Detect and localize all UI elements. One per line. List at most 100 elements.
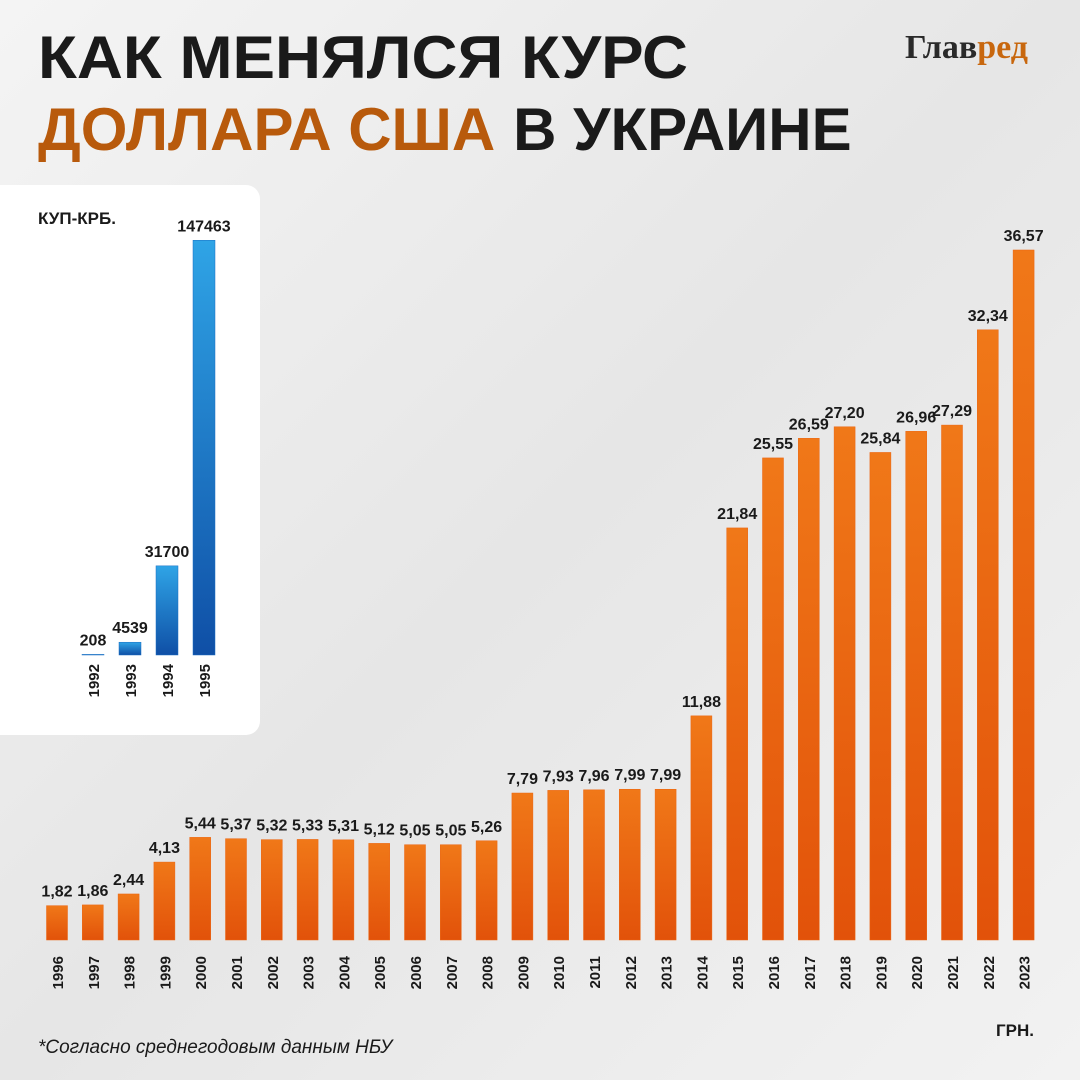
x-tick-label: 1992	[86, 664, 103, 697]
unit-label: КУП-КРБ.	[38, 209, 116, 228]
bar	[1012, 249, 1035, 941]
bar	[332, 839, 355, 941]
footnote: *Согласно среднегодовым данным НБУ	[38, 1037, 394, 1058]
x-tick-label: 2009	[515, 956, 532, 989]
x-tick-label: 2001	[229, 956, 246, 989]
x-tick-label: 1993	[123, 664, 140, 697]
bar	[941, 424, 963, 941]
bar	[977, 329, 999, 941]
title-rest: В УКРАИНЕ	[513, 96, 852, 163]
bar	[762, 457, 784, 941]
bar	[511, 792, 534, 941]
title-highlight: ДОЛЛАРА США	[38, 96, 495, 163]
value-label: 27,29	[932, 403, 972, 420]
x-tick-label: 2004	[336, 955, 353, 989]
x-tick-label: 2002	[265, 956, 282, 989]
x-tick-label: 2020	[909, 956, 926, 989]
value-label: 5,26	[471, 819, 502, 836]
value-label: 2,44	[113, 872, 144, 889]
value-label: 4,13	[149, 840, 180, 857]
logo: Главред	[905, 29, 1028, 66]
value-label: 5,05	[435, 823, 466, 840]
bar	[192, 240, 216, 656]
value-label: 5,44	[185, 815, 216, 832]
bar	[619, 788, 641, 941]
bar	[46, 905, 68, 941]
value-label: 27,20	[825, 405, 865, 422]
value-label: 7,96	[578, 768, 609, 785]
bar	[869, 452, 892, 941]
bar	[690, 715, 713, 941]
title-line: ДОЛЛАРА США В УКРАИНЕ	[38, 96, 852, 163]
bar	[475, 840, 498, 941]
value-label: 7,79	[507, 771, 538, 788]
value-label: 32,34	[968, 308, 1008, 325]
bar	[153, 861, 176, 941]
title-line: КАК МЕНЯЛСЯ КУРС	[38, 24, 688, 91]
x-tick-label: 2007	[444, 956, 461, 989]
value-label: 1,86	[77, 883, 108, 900]
bar	[296, 839, 319, 941]
x-tick-label: 2012	[623, 956, 640, 989]
value-label: 5,12	[364, 821, 395, 838]
bar	[155, 565, 179, 656]
bar	[440, 844, 462, 941]
bar	[654, 788, 677, 941]
x-tick-label: 2018	[838, 956, 855, 989]
bar	[583, 789, 605, 941]
bar	[726, 527, 748, 941]
x-tick-label: 2016	[766, 956, 783, 989]
x-tick-label: 1997	[86, 956, 103, 989]
x-tick-label: 1998	[122, 956, 139, 989]
x-tick-label: 2006	[408, 956, 425, 989]
x-tick-label: 2000	[193, 956, 210, 989]
bar	[81, 654, 105, 656]
value-label: 5,33	[292, 817, 323, 834]
value-label: 7,99	[614, 767, 645, 784]
bar	[547, 790, 569, 941]
x-tick-label: 2022	[981, 956, 998, 989]
bar	[833, 426, 856, 941]
x-tick-label: 2003	[301, 956, 318, 989]
bar	[261, 839, 283, 941]
value-label: 5,05	[399, 823, 430, 840]
unit-label: ГРН.	[996, 1021, 1034, 1040]
value-label: 5,37	[220, 817, 251, 834]
value-label: 5,31	[328, 818, 359, 835]
x-tick-label: 2015	[730, 956, 747, 989]
x-tick-label: 1999	[157, 956, 174, 989]
value-label: 1,82	[41, 884, 72, 901]
bar	[798, 438, 820, 941]
value-label: 25,55	[753, 436, 793, 453]
value-label: 36,57	[1004, 228, 1044, 245]
value-label: 147463	[177, 218, 230, 235]
value-label: 4539	[112, 620, 148, 637]
value-label: 26,96	[896, 409, 936, 426]
bar	[905, 431, 927, 941]
logo-part: ред	[977, 29, 1028, 66]
value-label: 11,88	[682, 694, 721, 711]
x-tick-label: 2005	[372, 956, 389, 989]
bar	[225, 838, 247, 941]
bar	[368, 843, 390, 941]
x-tick-label: 2019	[873, 956, 890, 989]
value-label: 7,99	[650, 767, 681, 784]
bar	[404, 844, 426, 941]
x-tick-label: 2014	[694, 955, 711, 989]
x-tick-label: 2017	[802, 956, 819, 989]
x-tick-label: 1994	[160, 663, 177, 697]
bar	[118, 641, 142, 656]
x-tick-label: 2021	[945, 956, 962, 989]
value-label: 31700	[145, 544, 190, 561]
x-tick-label: 2008	[480, 956, 497, 989]
bar	[82, 904, 104, 941]
value-label: 26,59	[789, 416, 829, 433]
x-tick-label: 1996	[50, 956, 67, 989]
bar	[189, 837, 211, 941]
x-tick-label: 2023	[1017, 956, 1034, 989]
value-label: 5,32	[256, 818, 287, 835]
x-tick-label: 2011	[587, 956, 604, 989]
bar	[117, 893, 140, 941]
x-tick-label: 2010	[551, 956, 568, 989]
